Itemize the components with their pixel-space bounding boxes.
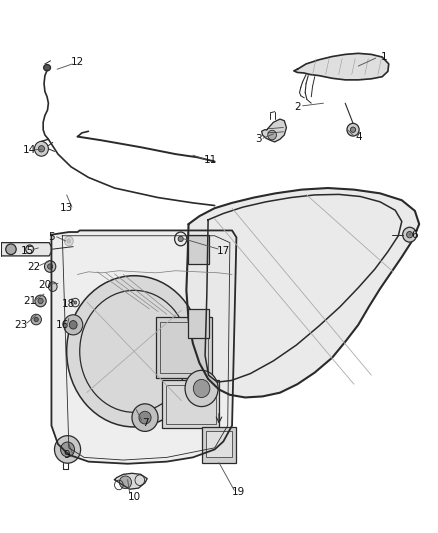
Text: 11: 11 [204,156,217,165]
Ellipse shape [74,301,77,304]
Polygon shape [1,243,51,256]
Ellipse shape [406,231,413,238]
Text: 18: 18 [62,298,75,309]
Text: 6: 6 [412,230,418,240]
Text: 19: 19 [232,487,245,497]
Text: 2: 2 [294,102,300,112]
Text: 20: 20 [39,280,52,290]
Ellipse shape [35,295,46,307]
Text: 15: 15 [21,246,34,256]
Ellipse shape [178,236,184,241]
Text: 10: 10 [127,492,141,502]
Polygon shape [294,53,389,80]
Text: 21: 21 [23,296,36,306]
Ellipse shape [44,64,50,71]
Text: 1: 1 [381,52,388,62]
Bar [166,385,215,424]
Text: 16: 16 [56,320,69,330]
Ellipse shape [67,276,201,427]
Ellipse shape [47,264,53,269]
Ellipse shape [185,370,218,407]
Ellipse shape [31,314,42,325]
Ellipse shape [403,227,417,242]
Text: 3: 3 [255,134,261,144]
Ellipse shape [35,141,48,156]
Text: 4: 4 [355,132,362,142]
Ellipse shape [69,320,77,329]
Bar [187,235,208,264]
Bar [201,426,237,463]
Text: 12: 12 [71,58,84,67]
Ellipse shape [48,282,57,292]
Text: 22: 22 [28,262,41,271]
Ellipse shape [64,236,73,246]
Polygon shape [186,188,419,398]
Text: 14: 14 [23,145,36,155]
Ellipse shape [64,315,83,335]
Ellipse shape [39,146,45,152]
Text: 23: 23 [14,320,28,330]
Bar [187,309,208,338]
Ellipse shape [119,476,131,489]
Polygon shape [51,230,237,464]
Ellipse shape [350,127,356,132]
Ellipse shape [132,404,158,431]
Bar [162,381,219,428]
Text: 17: 17 [217,246,230,256]
Bar [156,317,212,378]
Ellipse shape [60,442,74,457]
Text: 7: 7 [142,418,148,428]
Text: 13: 13 [60,203,73,213]
Bar [206,431,232,457]
Ellipse shape [347,123,359,136]
Text: 5: 5 [48,232,55,243]
Ellipse shape [268,130,276,140]
Ellipse shape [67,239,71,243]
Polygon shape [115,473,147,489]
Ellipse shape [45,261,56,272]
Ellipse shape [54,435,81,463]
Ellipse shape [34,317,39,321]
Ellipse shape [6,244,16,255]
Bar [160,322,208,373]
Ellipse shape [193,379,210,398]
Text: 9: 9 [64,450,70,460]
Ellipse shape [38,298,43,304]
Polygon shape [261,119,286,142]
Ellipse shape [139,411,151,424]
